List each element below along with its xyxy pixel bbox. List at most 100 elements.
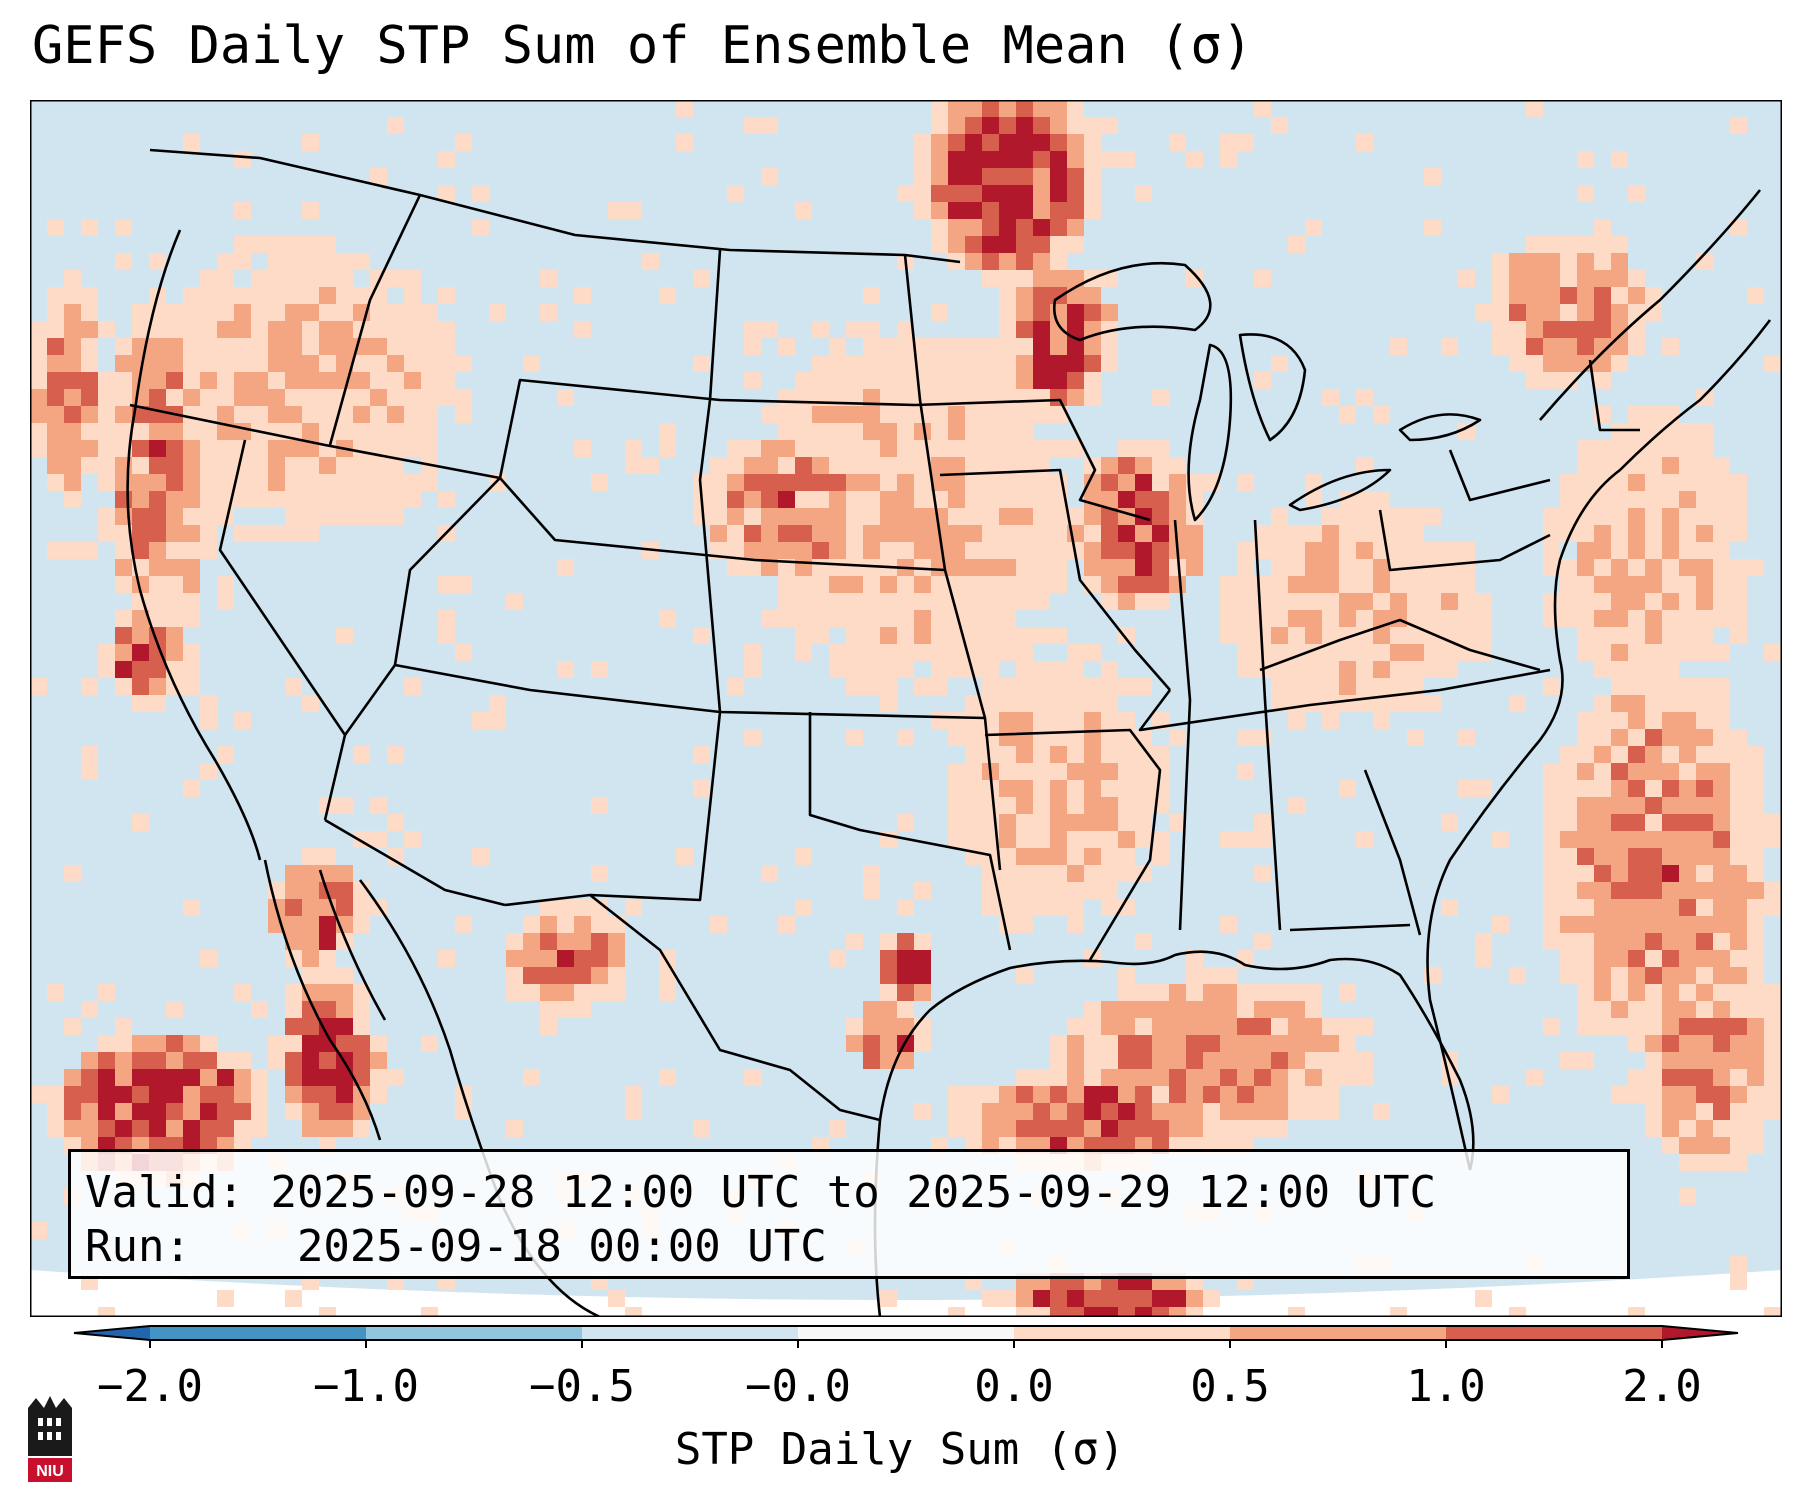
- stp-cell: [1373, 644, 1390, 661]
- stp-cell: [1628, 848, 1645, 865]
- stp-cell: [999, 559, 1016, 576]
- stp-cell: [846, 627, 863, 644]
- stp-cell: [81, 372, 98, 389]
- stp-cell: [1713, 746, 1730, 763]
- stp-cell: [319, 474, 336, 491]
- stp-cell: [1594, 355, 1611, 372]
- stp-cell: [1050, 389, 1067, 406]
- stp-cell: [999, 1103, 1016, 1120]
- stp-cell: [1152, 457, 1169, 474]
- stp-cell: [948, 1103, 965, 1120]
- stp-cell: [1662, 746, 1679, 763]
- stp-cell: [166, 610, 183, 627]
- stp-cell: [183, 287, 200, 304]
- stp-cell: [302, 1103, 319, 1120]
- colorbar-extend-low: [74, 1326, 150, 1340]
- stp-cell: [761, 168, 778, 185]
- stp-cell: [1543, 865, 1560, 882]
- stp-cell: [183, 304, 200, 321]
- stp-cell: [1101, 763, 1118, 780]
- stp-cell: [931, 610, 948, 627]
- stp-cell: [1033, 100, 1050, 117]
- stp-cell: [999, 457, 1016, 474]
- stp-cell: [897, 406, 914, 423]
- stp-cell: [999, 763, 1016, 780]
- stp-cell: [574, 984, 591, 1001]
- colorbar-tick-label: −0.5: [529, 1361, 635, 1412]
- stp-cell: [132, 474, 149, 491]
- colorbar-tick-label: −1.0: [313, 1361, 419, 1412]
- stp-cell: [608, 202, 625, 219]
- stp-cell: [115, 474, 132, 491]
- stp-cell: [557, 559, 574, 576]
- stp-cell: [795, 202, 812, 219]
- stp-cell: [1373, 695, 1390, 712]
- stp-cell: [540, 270, 557, 287]
- stp-cell: [948, 100, 965, 117]
- stp-cell: [200, 1069, 217, 1086]
- stp-cell: [1526, 372, 1543, 389]
- stp-cell: [846, 372, 863, 389]
- stp-cell: [166, 576, 183, 593]
- stp-cell: [1662, 814, 1679, 831]
- stp-cell: [948, 1086, 965, 1103]
- stp-cell: [863, 508, 880, 525]
- stp-cell: [30, 406, 47, 423]
- stp-cell: [268, 355, 285, 372]
- stp-cell: [404, 831, 421, 848]
- stp-cell: [914, 576, 931, 593]
- stp-cell: [1577, 780, 1594, 797]
- stp-cell: [1322, 508, 1339, 525]
- stp-cell: [285, 270, 302, 287]
- stp-cell: [727, 457, 744, 474]
- stp-cell: [1696, 610, 1713, 627]
- stp-cell: [319, 1035, 336, 1052]
- stp-cell: [1713, 559, 1730, 576]
- stp-cell: [812, 576, 829, 593]
- stp-cell: [1186, 950, 1203, 967]
- stp-cell: [183, 661, 200, 678]
- stp-cell: [948, 797, 965, 814]
- colorbar-extend-high: [1662, 1326, 1738, 1340]
- stp-cell: [795, 491, 812, 508]
- stp-cell: [81, 423, 98, 440]
- stp-cell: [1611, 610, 1628, 627]
- stp-cell: [319, 389, 336, 406]
- stp-cell: [98, 1052, 115, 1069]
- stp-cell: [1577, 440, 1594, 457]
- stp-cell: [1254, 865, 1271, 882]
- stp-cell: [999, 882, 1016, 899]
- stp-cell: [897, 474, 914, 491]
- stp-cell: [1339, 525, 1356, 542]
- colorbar-bin: [150, 1326, 366, 1340]
- stp-cell: [1560, 916, 1577, 933]
- stp-cell: [285, 236, 302, 253]
- stp-cell: [302, 967, 319, 984]
- stp-cell: [1747, 882, 1764, 899]
- stp-cell: [1594, 321, 1611, 338]
- colorbar-tick-label: −0.0: [745, 1361, 851, 1412]
- stp-cell: [336, 474, 353, 491]
- stp-cell: [98, 1035, 115, 1052]
- stp-cell: [1169, 525, 1186, 542]
- stp-cell: [1713, 508, 1730, 525]
- stp-cell: [319, 848, 336, 865]
- stp-cell: [319, 338, 336, 355]
- stp-cell: [1713, 967, 1730, 984]
- stp-cell: [166, 355, 183, 372]
- stp-cell: [1611, 151, 1628, 168]
- stp-cell: [285, 525, 302, 542]
- stp-cell: [1475, 644, 1492, 661]
- stp-cell: [795, 593, 812, 610]
- stp-cell: [1016, 508, 1033, 525]
- stp-cell: [897, 389, 914, 406]
- stp-cell: [1696, 984, 1713, 1001]
- stp-cell: [1254, 576, 1271, 593]
- stp-cell: [846, 593, 863, 610]
- stp-cell: [285, 474, 302, 491]
- stp-cell: [98, 457, 115, 474]
- stp-cell: [217, 1086, 234, 1103]
- stp-cell: [625, 899, 642, 916]
- stp-cell: [1135, 831, 1152, 848]
- stp-cell: [1356, 134, 1373, 151]
